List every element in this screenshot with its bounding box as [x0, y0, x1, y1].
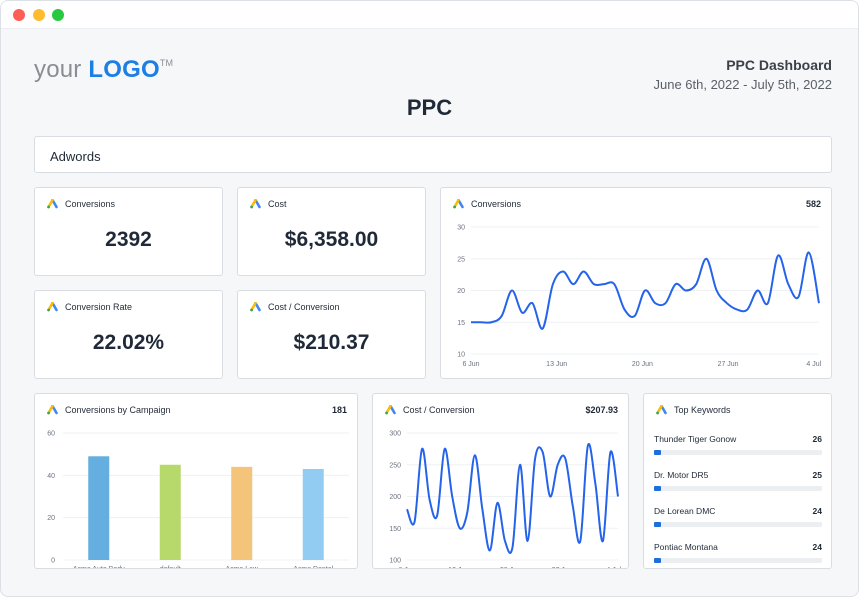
- keyword-bar-track: [654, 558, 822, 563]
- keyword-bar-fill: [654, 522, 661, 527]
- kpi-title: Conversions: [65, 199, 116, 209]
- zoom-window-button[interactable]: [52, 9, 64, 21]
- top-keywords-card: Top Keywords Thunder Tiger Gonow 26 Dr. …: [643, 393, 832, 569]
- kpi-title: Cost: [268, 199, 287, 209]
- kpi-cost-per-conversion: Cost / Conversion $210.37: [237, 290, 426, 379]
- keyword-count: 24: [812, 542, 822, 552]
- close-window-button[interactable]: [13, 9, 25, 21]
- campaign-chart-card: Conversions by Campaign 181 0 20 40 60 Acme …: [34, 393, 358, 569]
- kpi-conversions: Conversions 2392: [34, 187, 223, 276]
- brand-logo: your LOGOTM: [34, 56, 174, 83]
- keyword-name: De Lorean DMC: [654, 506, 716, 516]
- y-tick-label: 10: [457, 352, 465, 359]
- kpi-title: Cost / Conversion: [268, 302, 340, 312]
- campaign-bar-chart: 0 20 40 60 Acme Auto Body default Acme Law Acme…: [47, 431, 349, 569]
- y-tick-label: 30: [457, 225, 465, 232]
- dashboard-name: PPC Dashboard: [726, 57, 832, 73]
- keyword-bar-track: [654, 450, 822, 455]
- y-tick-label: 25: [457, 256, 465, 263]
- x-tick-label: 6 Jun: [462, 361, 479, 368]
- y-tick-label: 0: [51, 558, 55, 565]
- bar: [302, 468, 324, 560]
- chart-title: Top Keywords: [674, 405, 731, 415]
- keyword-name: Thunder Tiger Gonow: [654, 434, 737, 444]
- chart-title: Conversions by Campaign: [65, 405, 171, 415]
- x-tick-label: 4 Jul: [806, 361, 821, 368]
- series-line: [406, 442, 619, 554]
- y-tick-label: 100: [389, 558, 401, 565]
- x-tick-label: 4 Jul: [606, 567, 621, 569]
- x-tick-label: Acme Auto Body: [73, 566, 125, 569]
- x-tick-label: default: [160, 566, 181, 569]
- x-tick-label: 13 Jun: [546, 361, 567, 368]
- x-tick-label: 20 Jun: [500, 567, 521, 569]
- section-header-adwords: Adwords: [34, 136, 832, 173]
- x-tick-label: 13 Jun: [448, 567, 469, 569]
- date-range: June 6th, 2022 - July 5th, 2022: [653, 77, 832, 92]
- x-tick-label: Acme Dental: [293, 566, 334, 569]
- keyword-name: Pontiac Montana: [654, 542, 718, 552]
- chart-title: Conversions: [471, 199, 522, 209]
- conversions-chart-card: Conversions 582 10 15 20 25 30 6 Jun 13 Jun 20 …: [440, 187, 832, 379]
- google-ads-icon: [385, 405, 396, 415]
- y-tick-label: 15: [457, 320, 465, 327]
- y-tick-label: 60: [47, 431, 55, 438]
- google-ads-icon: [47, 405, 58, 415]
- google-ads-icon: [47, 199, 58, 209]
- minimize-window-button[interactable]: [33, 9, 45, 21]
- kpi-title: Conversion Rate: [65, 302, 133, 312]
- keyword-count: 26: [812, 434, 822, 444]
- x-tick-label: 20 Jun: [632, 361, 653, 368]
- x-tick-label: 6 Jun: [398, 567, 415, 569]
- bar: [231, 466, 253, 560]
- chart-total: 582: [805, 199, 821, 209]
- keyword-count: 24: [812, 506, 822, 516]
- bar: [88, 456, 110, 560]
- y-tick-label: 40: [47, 473, 55, 480]
- kpi-conversion-rate: Conversion Rate 22.02%: [34, 290, 223, 379]
- y-tick-label: 20: [457, 288, 465, 295]
- kpi-value: $210.37: [293, 331, 370, 354]
- y-tick-label: 150: [389, 526, 401, 533]
- y-tick-label: 200: [389, 494, 401, 501]
- kpi-value: 22.02%: [92, 331, 165, 354]
- chart-total: $207.93: [585, 405, 618, 415]
- conversions-line-chart: 10 15 20 25 30 6 Jun 13 Jun 20 Jun 27 Jun 4 Jul: [457, 225, 821, 369]
- bar: [159, 464, 181, 560]
- kpi-value: $6,358.00: [284, 228, 379, 251]
- keyword-name: Dr. Motor DR5: [654, 470, 709, 480]
- google-ads-icon: [656, 405, 667, 415]
- section-label: Adwords: [50, 149, 101, 164]
- google-ads-icon: [250, 302, 261, 312]
- keyword-bar-track: [654, 522, 822, 527]
- series-line: [471, 251, 820, 330]
- chart-title: Cost / Conversion: [403, 405, 475, 415]
- cpc-line-chart: 100 150 200 250 300 6 Jun 13 Jun 20 Jun 27 Jun 4 …: [389, 431, 621, 569]
- x-tick-label: 27 Jun: [718, 361, 739, 368]
- keyword-bar-track: [654, 486, 822, 491]
- google-ads-icon: [453, 199, 464, 209]
- chart-total: 181: [331, 405, 347, 415]
- y-tick-label: 20: [47, 515, 55, 522]
- page-title: PPC: [406, 95, 453, 120]
- y-tick-label: 250: [389, 462, 401, 469]
- x-tick-label: 27 Jun: [552, 567, 573, 569]
- cpc-chart-card: Cost / Conversion $207.93 100 150 200 250 30…: [372, 393, 629, 569]
- kpi-cost: Cost $6,358.00: [237, 187, 426, 276]
- google-ads-icon: [47, 302, 58, 312]
- keyword-bar-fill: [654, 486, 661, 491]
- keyword-bar-fill: [654, 558, 661, 563]
- keyword-bar-fill: [654, 450, 661, 455]
- kpi-value: 2392: [105, 228, 152, 251]
- keyword-count: 25: [812, 470, 822, 480]
- x-tick-label: Acme Law: [225, 566, 259, 569]
- y-tick-label: 300: [389, 431, 401, 438]
- google-ads-icon: [250, 199, 261, 209]
- title-bar: [1, 1, 858, 29]
